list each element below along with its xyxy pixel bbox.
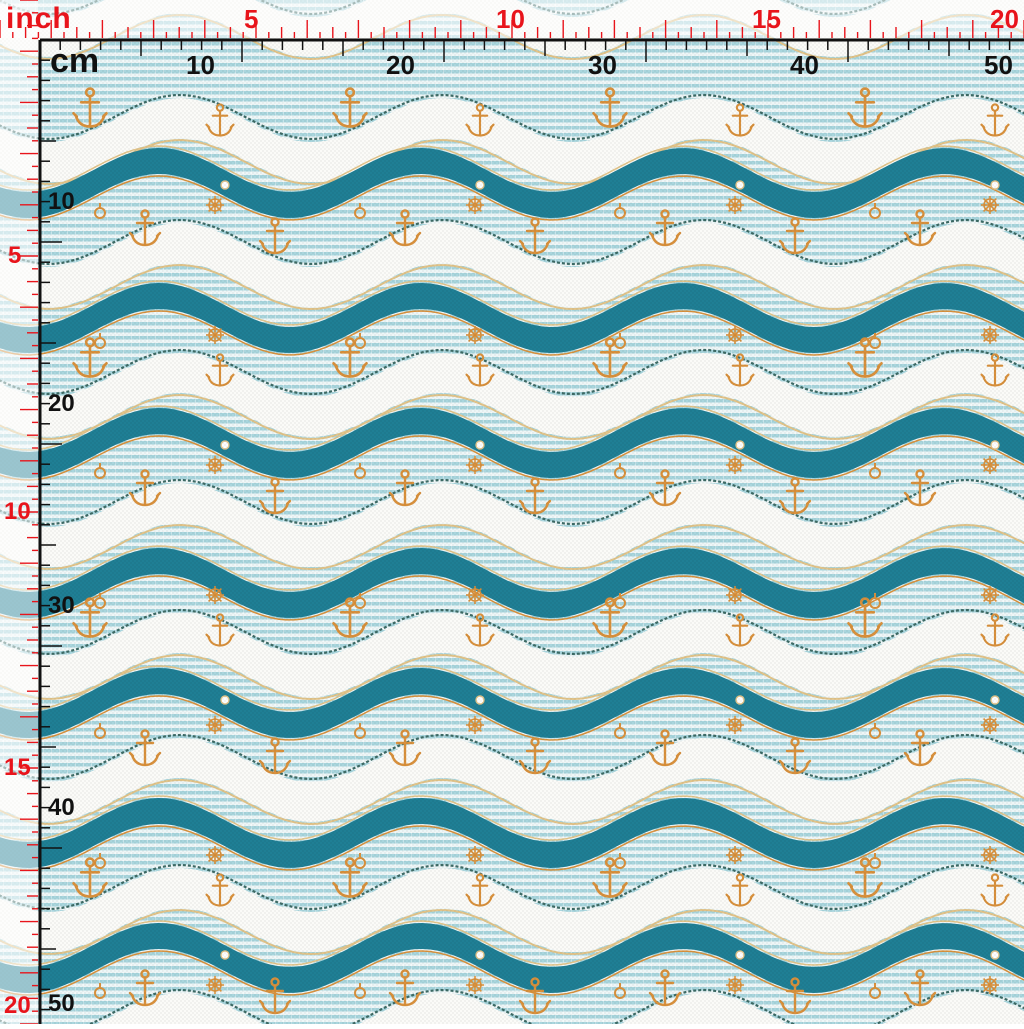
cm-top-label: 10 [186,50,215,80]
inch-top-label: 5 [244,4,259,34]
inch-top-label: 15 [752,4,781,34]
cm-top-label: 30 [588,50,617,80]
cm-top-label: 40 [790,50,819,80]
cm-top-label: 20 [386,50,415,80]
cm-left-label: 20 [48,390,75,417]
inch-unit-label: inch [6,2,72,35]
inch-top-label: 20 [990,4,1019,34]
cm-left-label: 10 [48,188,75,215]
inch-left-label: 5 [8,242,22,269]
cm-left-label: 30 [48,592,75,619]
inch-left-label: 15 [4,754,31,781]
inch-top-label: 10 [496,4,525,34]
cm-left-label: 40 [48,794,75,821]
cm-unit-label: cm [50,42,100,80]
inch-left-label: 10 [4,498,31,525]
inch-left-label: 20 [4,992,31,1019]
cm-top-label: 50 [984,50,1013,80]
cm-left-label: 50 [48,990,75,1017]
